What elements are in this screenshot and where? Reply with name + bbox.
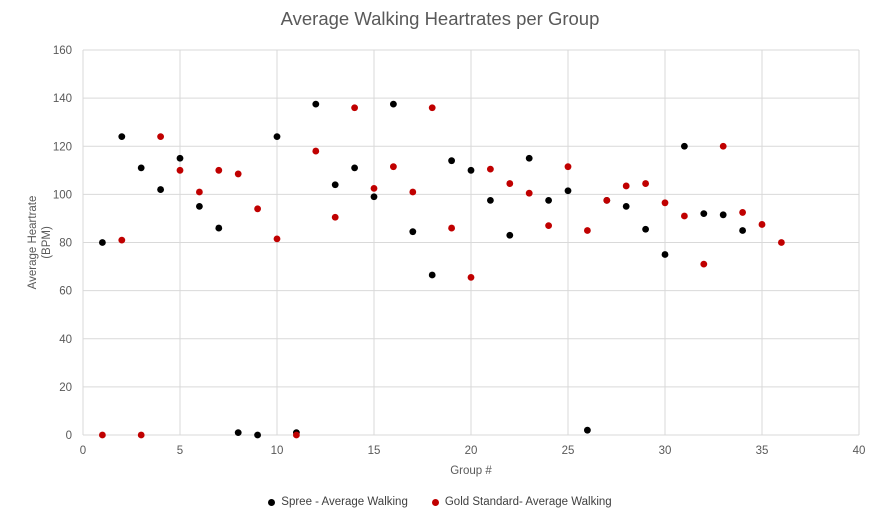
data-point-spree	[273, 133, 281, 141]
data-point-spree	[545, 196, 552, 204]
x-tick-label: 15	[368, 445, 381, 457]
data-point-gold-standard	[739, 209, 746, 216]
data-point-spree	[700, 210, 708, 218]
data-point-gold-standard	[176, 166, 184, 174]
data-point-spree	[331, 181, 339, 189]
data-point-gold-standard	[642, 180, 649, 187]
legend-item-gold-standard: Gold Standard- Average Walking	[431, 496, 612, 508]
y-tick-label: 0	[66, 430, 72, 442]
legend-label-gold-standard: Gold Standard- Average Walking	[444, 496, 612, 508]
data-point-gold-standard	[99, 431, 106, 439]
data-point-spree	[642, 225, 649, 233]
y-tick-label: 100	[53, 189, 72, 201]
data-point-spree	[254, 431, 261, 439]
data-point-gold-standard	[409, 188, 417, 196]
data-point-gold-standard	[584, 227, 591, 234]
data-point-spree	[448, 157, 455, 165]
data-point-spree	[467, 166, 475, 174]
data-point-spree	[157, 186, 165, 193]
data-point-spree	[739, 227, 746, 234]
data-point-spree	[176, 154, 184, 162]
x-tick-label: 30	[659, 445, 672, 457]
data-point-gold-standard	[603, 196, 611, 204]
y-tick-label: 160	[53, 45, 72, 57]
data-point-gold-standard	[506, 180, 514, 187]
data-point-gold-standard	[254, 205, 261, 213]
x-tick-label: 35	[756, 445, 769, 457]
data-point-spree	[196, 203, 203, 210]
x-tick-label: 25	[562, 445, 575, 457]
data-point-spree	[234, 429, 242, 436]
data-point-gold-standard	[545, 222, 552, 230]
data-point-gold-standard	[273, 235, 281, 243]
data-point-gold-standard	[719, 142, 727, 150]
data-point-spree	[661, 251, 669, 258]
data-point-spree	[681, 142, 688, 150]
data-point-spree	[584, 426, 591, 434]
legend-label-spree: Spree - Average Walking	[281, 496, 408, 508]
legend-marker-spree	[268, 498, 276, 506]
data-point-spree	[564, 187, 572, 195]
data-point-spree	[312, 100, 320, 108]
data-point-spree	[506, 231, 514, 239]
data-point-gold-standard	[157, 133, 165, 141]
data-point-gold-standard	[137, 431, 145, 439]
y-tick-label: 60	[59, 286, 72, 298]
data-point-spree	[215, 224, 223, 232]
data-point-gold-standard	[661, 199, 669, 207]
data-point-gold-standard	[448, 224, 455, 232]
data-point-gold-standard	[700, 260, 708, 268]
x-tick-label: 5	[177, 445, 183, 457]
data-point-gold-standard	[370, 184, 378, 192]
data-point-gold-standard	[525, 189, 533, 197]
data-point-spree	[351, 164, 358, 172]
x-tick-label: 40	[853, 445, 866, 457]
data-point-spree	[99, 239, 106, 246]
y-tick-label: 20	[59, 382, 72, 394]
data-point-spree	[370, 193, 378, 201]
data-point-spree	[719, 211, 727, 219]
data-point-spree	[428, 271, 436, 279]
x-tick-label: 10	[271, 445, 284, 457]
data-point-spree	[390, 100, 397, 108]
data-point-gold-standard	[758, 221, 766, 228]
legend: Spree - Average Walking Gold Standard- A…	[0, 496, 880, 508]
data-point-spree	[525, 154, 533, 162]
y-tick-label: 80	[59, 238, 72, 250]
y-tick-label: 140	[53, 93, 72, 105]
data-point-gold-standard	[487, 165, 494, 173]
x-tick-label: 20	[465, 445, 478, 457]
data-point-gold-standard	[215, 166, 223, 174]
data-point-gold-standard	[312, 147, 320, 155]
data-point-spree	[487, 196, 494, 204]
y-axis-title: Average Heartrate	[27, 196, 39, 290]
y-tick-label: 40	[59, 334, 72, 346]
chart-title: Average Walking Heartrates per Group	[280, 8, 600, 29]
data-point-spree	[622, 203, 630, 210]
data-point-spree	[137, 164, 145, 172]
data-point-gold-standard	[196, 188, 203, 196]
x-axis-title: Group #	[450, 465, 492, 477]
data-point-gold-standard	[118, 236, 126, 244]
y-tick-label: 120	[53, 141, 72, 153]
data-point-gold-standard	[351, 104, 358, 112]
legend-marker-gold-standard	[431, 498, 439, 506]
data-point-gold-standard	[681, 212, 688, 220]
y-axis-title: (BPM)	[41, 226, 53, 259]
x-tick-label: 0	[80, 445, 86, 457]
data-point-gold-standard	[622, 182, 630, 190]
data-point-gold-standard	[564, 163, 572, 171]
data-point-gold-standard	[331, 213, 339, 221]
data-point-gold-standard	[390, 163, 397, 171]
data-point-gold-standard	[467, 273, 475, 281]
legend-item-spree: Spree - Average Walking	[268, 496, 408, 508]
data-point-spree	[409, 228, 417, 236]
data-point-gold-standard	[234, 170, 242, 178]
data-point-gold-standard	[778, 239, 785, 246]
data-point-spree	[118, 133, 126, 141]
data-point-gold-standard	[293, 431, 300, 439]
data-point-gold-standard	[428, 104, 436, 112]
